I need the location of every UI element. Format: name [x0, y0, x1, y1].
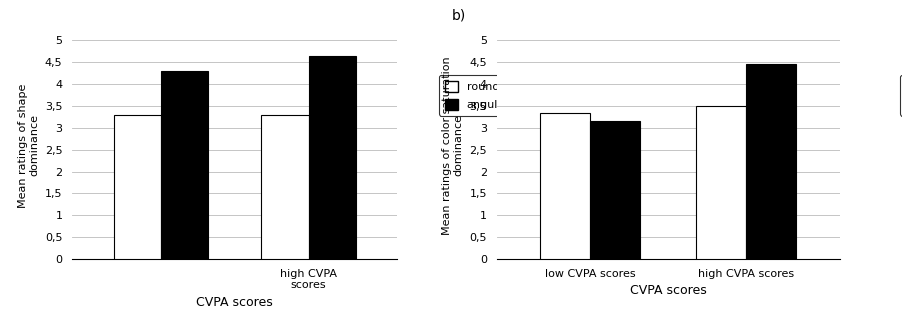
Y-axis label: Mean ratings of color saturation
dominance: Mean ratings of color saturation dominan…: [442, 56, 464, 235]
Bar: [114, 115, 161, 259]
Legend: 50%, 100%: 50%, 100%: [898, 75, 902, 116]
Bar: [161, 71, 208, 259]
Y-axis label: Mean ratings of shape
dominance: Mean ratings of shape dominance: [18, 83, 40, 208]
Bar: [539, 112, 590, 259]
Bar: [590, 121, 640, 259]
Bar: [745, 64, 796, 259]
Text: b): b): [452, 9, 465, 22]
Legend: round, angular: round, angular: [438, 75, 515, 116]
Bar: [695, 106, 745, 259]
Bar: [261, 115, 308, 259]
X-axis label: CVPA scores: CVPA scores: [197, 296, 272, 309]
Bar: [308, 56, 355, 259]
X-axis label: CVPA scores: CVPA scores: [630, 284, 705, 297]
